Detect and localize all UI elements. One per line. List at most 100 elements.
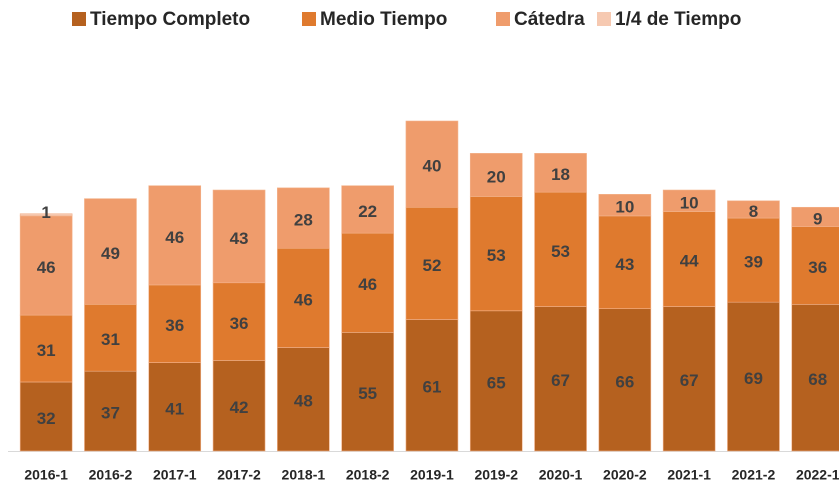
bar-segment: [341, 332, 394, 452]
x-tick-label: 2018-1: [282, 467, 326, 483]
data-label: 68: [808, 370, 827, 389]
x-tick-label: 2019-2: [474, 467, 518, 483]
data-label: 66: [615, 372, 634, 391]
data-label: 10: [615, 198, 634, 217]
bar-segment: [727, 217, 780, 303]
bar-segment: [84, 304, 137, 372]
bar-segment: [469, 196, 523, 312]
data-label: 48: [294, 392, 313, 411]
data-label: 36: [230, 314, 249, 333]
data-label: 31: [37, 341, 56, 360]
data-label: 46: [294, 290, 313, 309]
data-label: 43: [230, 229, 249, 248]
data-label: 10: [680, 193, 699, 212]
bar-segment: [212, 189, 266, 284]
bar-segment: [19, 314, 73, 383]
data-label: 22: [358, 202, 377, 221]
bar-segment: [19, 213, 73, 217]
data-label: 28: [294, 211, 313, 230]
bar-segment: [277, 187, 330, 249]
bar-segment: [534, 191, 587, 307]
bar-segment: [791, 206, 839, 227]
bar-segment: [148, 284, 202, 363]
data-label: 44: [680, 252, 699, 271]
data-label: 36: [808, 258, 827, 277]
bar-segment: [534, 153, 587, 193]
bar-segment: [727, 301, 780, 452]
data-label: 20: [487, 167, 506, 186]
x-tick-label: 2021-2: [732, 467, 776, 483]
data-label: 1: [41, 203, 50, 222]
x-tick-label: 2016-2: [89, 467, 133, 483]
legend-swatch: [496, 12, 510, 26]
bar-segment: [341, 185, 394, 234]
bar-segment: [662, 189, 716, 212]
x-tick-label: 2017-2: [217, 467, 261, 483]
legend-swatch: [302, 12, 316, 26]
legend-swatch: [597, 12, 611, 26]
bar-segment: [405, 120, 459, 208]
data-label: 53: [551, 242, 570, 261]
bar-segment: [148, 185, 202, 286]
data-label: 52: [422, 256, 441, 275]
data-label: 9: [813, 209, 822, 228]
x-tick-label: 2018-2: [346, 467, 390, 483]
legend-label: 1/4 de Tiempo: [615, 9, 741, 30]
data-label: 8: [749, 202, 758, 221]
data-label: 32: [37, 409, 56, 428]
bar-segment: [212, 282, 266, 361]
x-tick-label: 2017-1: [153, 467, 197, 483]
bar-segment: [84, 370, 137, 452]
bar-segment: [148, 362, 202, 452]
legend-label: Medio Tiempo: [320, 9, 447, 30]
bar-segment: [662, 211, 716, 307]
bar-segment: [19, 381, 73, 452]
data-label: 39: [744, 253, 763, 272]
legend-swatch: [72, 12, 86, 26]
data-label: 31: [101, 330, 120, 349]
data-label: 46: [358, 275, 377, 294]
data-label: 42: [230, 398, 249, 417]
data-label: 53: [487, 246, 506, 265]
bar-segment: [84, 198, 137, 305]
data-label: 67: [680, 371, 699, 390]
bar-segment: [534, 306, 587, 452]
data-label: 37: [101, 404, 120, 423]
data-label: 65: [487, 373, 506, 392]
bar-segment: [405, 319, 459, 452]
data-label: 41: [165, 399, 184, 418]
data-label: 69: [744, 369, 763, 388]
x-tick-label: 2020-2: [603, 467, 647, 483]
x-tick-label: 2020-1: [539, 467, 583, 483]
x-tick-label: 2021-1: [667, 467, 711, 483]
bar-segment: [469, 310, 523, 452]
legend-label: Cátedra: [514, 9, 585, 30]
data-label: 40: [422, 157, 441, 176]
bar-segment: [727, 200, 780, 219]
bar-segment: [277, 347, 330, 452]
bar-segment: [405, 206, 459, 320]
data-label: 61: [422, 378, 441, 397]
bar-segment: [662, 306, 716, 452]
bar-segment: [469, 153, 523, 197]
data-label: 46: [165, 228, 184, 247]
bar-segment: [277, 247, 330, 348]
x-tick-label: 2019-1: [410, 467, 454, 483]
bar-segment: [791, 304, 839, 452]
x-tick-label: 2022-1: [796, 467, 839, 483]
x-tick-label: 2016-1: [24, 467, 68, 483]
bar-segment: [212, 360, 266, 452]
data-label: 55: [358, 384, 377, 403]
data-label: 49: [101, 244, 120, 263]
data-label: 67: [551, 371, 570, 390]
data-label: 36: [165, 316, 184, 335]
bar-segment: [791, 226, 839, 305]
bar-segment: [598, 194, 652, 217]
data-label: 43: [615, 255, 634, 274]
legend-label: Tiempo Completo: [90, 9, 250, 30]
data-label: 18: [551, 165, 570, 184]
data-label: 46: [37, 258, 56, 277]
bar-segment: [598, 215, 652, 309]
bar-segment: [341, 232, 394, 333]
